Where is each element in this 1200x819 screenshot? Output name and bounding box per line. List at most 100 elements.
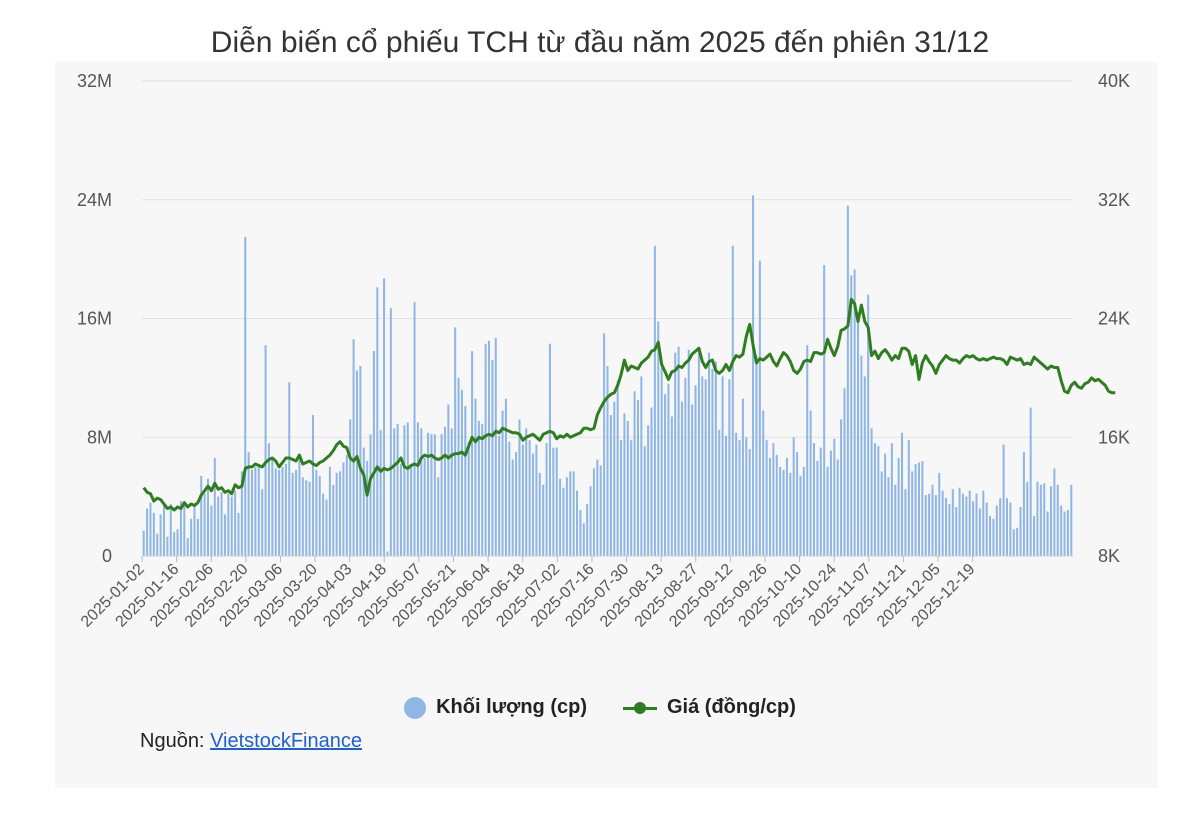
volume-bar	[708, 352, 711, 556]
volume-bar	[339, 471, 342, 556]
volume-bar	[748, 449, 751, 556]
volume-bar	[169, 504, 172, 556]
volume-bar	[1043, 483, 1046, 556]
volume-bar	[836, 459, 839, 556]
volume-bar	[741, 398, 744, 556]
volume-bar	[934, 495, 937, 556]
volume-bar	[667, 383, 670, 556]
volume-bar	[440, 434, 443, 556]
legend-item-volume[interactable]: Khối lượng (cp)	[404, 696, 587, 719]
volume-bar	[311, 414, 314, 556]
volume-bar	[589, 486, 592, 556]
volume-bar	[152, 512, 155, 556]
volume-bar	[359, 366, 362, 556]
source-link[interactable]: VietstockFinance	[210, 730, 362, 752]
legend-volume-label: Khối lượng (cp)	[436, 696, 587, 718]
volume-bar	[146, 508, 149, 556]
volume-bar	[863, 376, 866, 556]
volume-bar	[1070, 484, 1073, 556]
volume-bar	[186, 538, 189, 556]
volume-bar	[914, 463, 917, 556]
volume-bar	[965, 496, 968, 556]
volume-bar	[291, 472, 294, 556]
volume-bar	[728, 379, 731, 556]
volume-bar	[897, 458, 900, 556]
volume-bar	[379, 429, 382, 556]
volume-bar	[454, 327, 457, 556]
volume-bar	[941, 490, 944, 556]
volume-bar	[484, 343, 487, 556]
volume-bar	[1029, 407, 1032, 556]
volume-bar	[606, 366, 609, 556]
volume-bar	[843, 388, 846, 556]
volume-bar	[620, 440, 623, 556]
volume-bar	[948, 504, 951, 556]
volume-bar	[907, 440, 910, 556]
volume-bar	[457, 377, 460, 556]
legend-price-label: Giá (đồng/cp)	[667, 696, 796, 718]
volume-bar	[396, 423, 399, 556]
volume-bar	[762, 410, 765, 556]
volume-bar	[416, 422, 419, 556]
volume-bar	[853, 269, 856, 556]
volume-bar	[210, 505, 213, 556]
volume-bar	[525, 428, 528, 556]
source-note: Nguồn: VietstockFinance	[140, 730, 362, 753]
y-left-tick-label: 16M	[77, 309, 112, 329]
volume-bar	[643, 446, 646, 556]
volume-bar	[433, 434, 436, 556]
volume-bar	[471, 351, 474, 556]
volume-bar	[159, 514, 162, 556]
y-right-tick-label: 24K	[1098, 309, 1130, 329]
volume-bar	[806, 345, 809, 556]
volume-bar	[785, 458, 788, 556]
volume-bar	[538, 472, 541, 556]
volume-bar	[552, 447, 555, 556]
volume-bar	[183, 504, 186, 556]
volume-bar	[924, 495, 927, 556]
volume-bar	[562, 487, 565, 556]
volume-bar	[491, 360, 494, 556]
volume-bar	[227, 493, 230, 556]
volume-bar	[951, 489, 954, 556]
volume-bar	[802, 466, 805, 556]
volume-bar	[237, 512, 240, 556]
volume-bar	[1002, 444, 1005, 556]
volume-bar	[376, 287, 379, 556]
volume-bar	[704, 379, 707, 556]
volume-bar	[904, 489, 907, 556]
volume-bar	[623, 413, 626, 556]
volume-bar	[332, 484, 335, 556]
volume-bar	[559, 478, 562, 556]
volume-bar	[504, 398, 507, 556]
legend-item-price[interactable]: Giá (đồng/cp)	[623, 696, 796, 719]
volume-bar	[413, 302, 416, 556]
volume-bar	[697, 348, 700, 556]
y-right-tick-label: 32K	[1098, 190, 1130, 210]
volume-bar	[714, 361, 717, 556]
volume-bar	[284, 463, 287, 556]
volume-bar	[664, 394, 667, 556]
volume-bar	[264, 345, 267, 556]
volume-bar	[816, 461, 819, 556]
volume-bar	[555, 447, 558, 556]
volume-bar	[735, 432, 738, 556]
volume-bar	[1060, 505, 1063, 556]
volume-bar	[352, 339, 355, 556]
volume-bar	[576, 490, 579, 556]
volume-bar	[758, 260, 761, 556]
volume-bar	[156, 533, 159, 556]
volume-bar	[518, 419, 521, 556]
volume-bar	[508, 441, 511, 556]
volume-bar	[752, 195, 755, 556]
volume-bar	[995, 505, 998, 556]
volume-bar	[857, 312, 860, 556]
y-right-tick-label: 8K	[1098, 546, 1120, 566]
volume-bar	[369, 434, 372, 556]
legend-line-swatch	[623, 697, 657, 719]
volume-bar	[1039, 484, 1042, 556]
volume-bar	[366, 461, 369, 556]
volume-bar	[427, 432, 430, 556]
volume-bar	[190, 518, 193, 556]
volume-bar	[487, 340, 491, 556]
